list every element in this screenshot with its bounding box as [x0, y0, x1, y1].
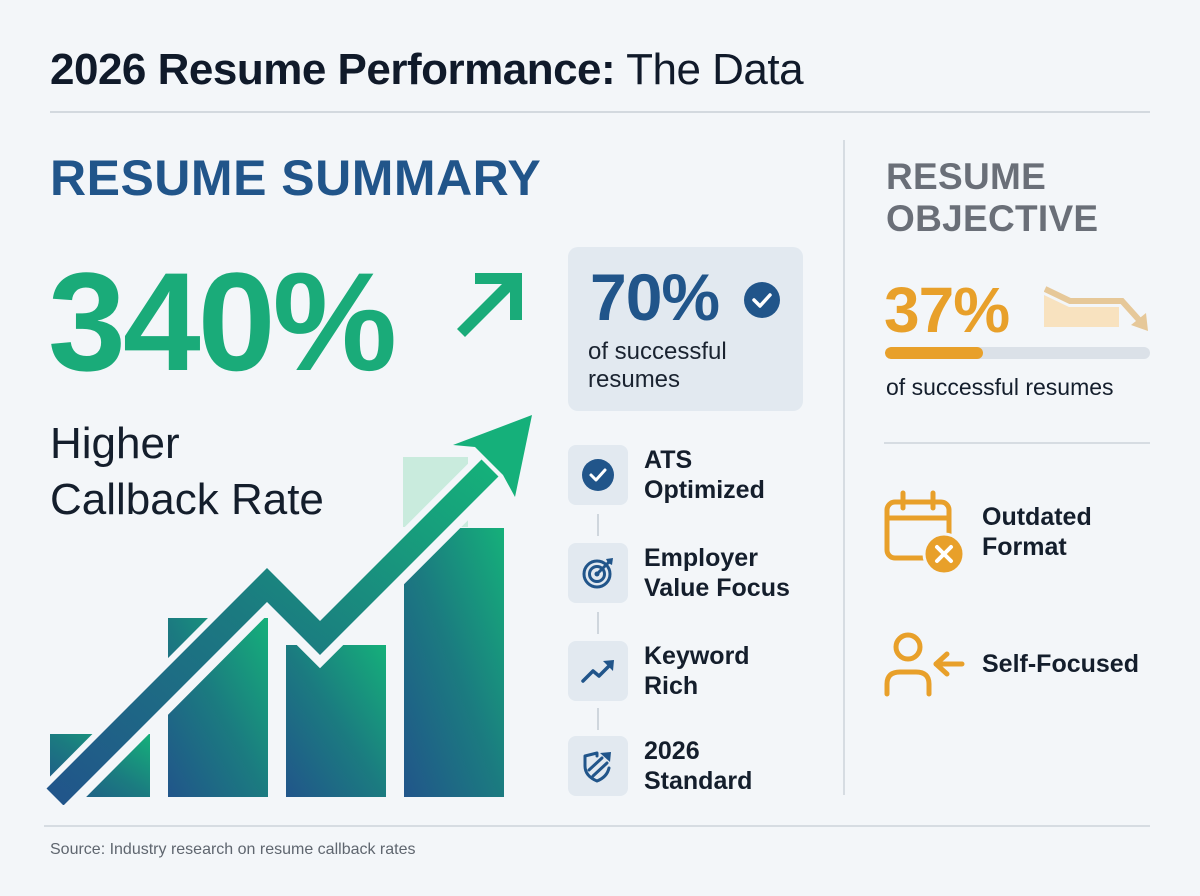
page-title: 2026 Resume Performance: The Data: [50, 42, 804, 98]
feature-icon-box: [568, 641, 628, 701]
page-title-light: The Data: [615, 45, 804, 94]
header-divider: [50, 111, 1150, 113]
page-title-bold: 2026 Resume Performance:: [50, 45, 616, 94]
success-stat-label: of successful resumes: [588, 338, 727, 393]
feature-label: Keyword Rich: [644, 642, 750, 700]
objective-stat: 37%: [884, 274, 1010, 346]
objective-label: of successful resumes: [886, 374, 1114, 400]
success-stat-value: 70%: [590, 260, 720, 334]
check-circle-icon: [582, 459, 614, 491]
negative-label: Self-Focused: [982, 650, 1139, 678]
shield-arrow-icon: [583, 751, 611, 783]
feature-connector: [597, 708, 599, 730]
column-divider: [843, 140, 845, 795]
feature-employer-value-focus: Employer Value Focus: [568, 543, 808, 603]
negative-label: Outdated Format: [982, 503, 1092, 561]
feature-label: ATS Optimized: [644, 446, 765, 504]
feature-connector: [597, 514, 599, 536]
callback-rate-label: Higher Callback Rate: [50, 419, 324, 524]
footer-divider: [44, 825, 1150, 827]
feature-2026-standard: 2026 Standard: [568, 736, 808, 796]
objective-divider: [884, 442, 1150, 444]
trend-up-icon: [581, 660, 614, 683]
arrow-up-right-icon: [457, 273, 522, 337]
success-stat-card: [568, 247, 803, 411]
check-circle-icon: [744, 282, 780, 318]
feature-icon-box: [568, 445, 628, 505]
feature-keyword-rich: Keyword Rich: [568, 641, 808, 701]
objective-heading: RESUME OBJECTIVE: [886, 156, 1099, 239]
feature-icon-box: [568, 543, 628, 603]
target-icon: [582, 558, 613, 589]
objective-progress-bar: [885, 347, 1150, 359]
callback-rate-stat: 340%: [48, 243, 397, 400]
calendar-x-icon: [884, 490, 966, 576]
feature-label: 2026 Standard: [644, 737, 753, 795]
user-arrow-in-icon: [884, 632, 965, 697]
objective-progress-fill: [885, 347, 984, 359]
summary-heading: RESUME SUMMARY: [50, 150, 542, 206]
feature-ats-optimized: ATS Optimized: [568, 445, 808, 505]
feature-connector: [597, 612, 599, 634]
decline-chart-icon: [1044, 286, 1148, 331]
feature-icon-box: [568, 736, 628, 796]
feature-label: Employer Value Focus: [644, 544, 790, 602]
growth-bar-chart-icon: [45, 415, 532, 805]
source-note: Source: Industry research on resume call…: [50, 841, 416, 858]
